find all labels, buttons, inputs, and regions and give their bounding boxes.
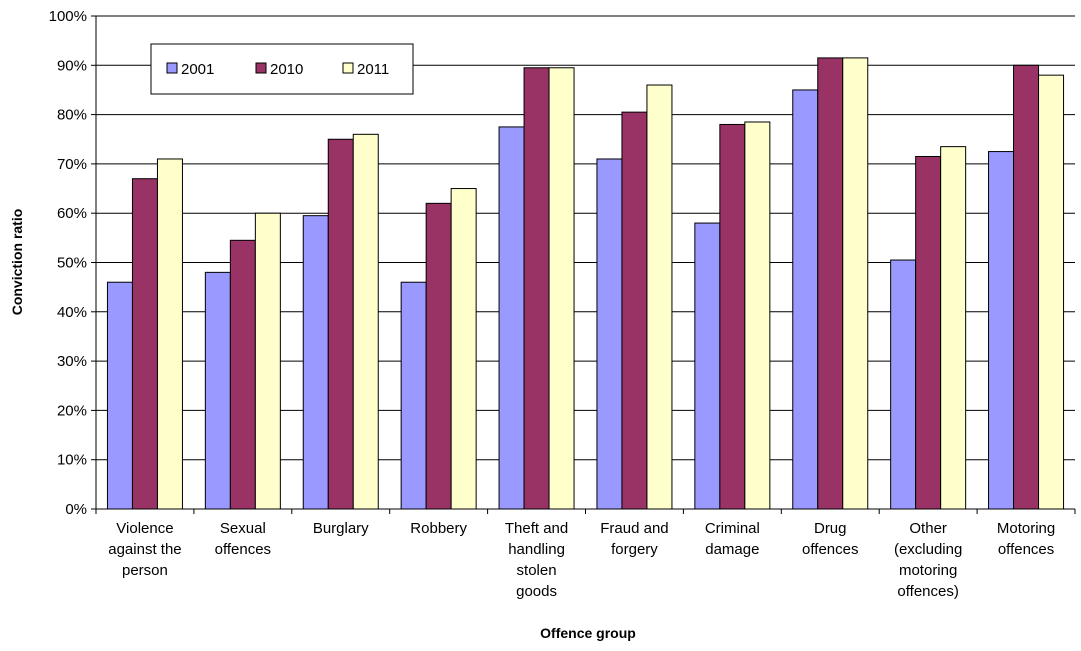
x-category-label-line: offences [802,541,858,558]
x-category-label-line: goods [516,583,557,600]
labels: 0% 10% 20% 30% 40% 50% 60% 70% 80% 90% 100% Violenc… [49,8,1056,600]
bar-2001-4 [498,126,525,510]
axes [91,15,1076,514]
x-category-label: Criminal damage [705,520,760,558]
legend-label-2010: 2010 [270,61,303,78]
x-category-label-line: Burglary [313,520,369,537]
legend-label-2011: 2011 [357,61,389,78]
y-axis-title: Conviction ratio [9,209,25,316]
bar-2001-0 [106,281,133,510]
legend-swatch-2011 [342,62,354,74]
bar-2001-5 [596,158,623,510]
bar-2011-0 [156,158,183,510]
bar-2011-2 [352,133,379,510]
x-category-label-line: offences [998,541,1054,558]
y-tick-label: 100% [49,8,87,25]
bars [106,57,1065,510]
x-category-label-line: (excluding [894,541,962,558]
y-tick-label: 30% [57,353,87,370]
bar-2010-8 [915,156,942,510]
bar-2011-9 [1038,74,1065,510]
x-category-label-line: forgery [611,541,658,558]
x-category-label-line: against the [108,541,181,558]
bar-2011-6 [744,121,771,510]
x-category-label: Fraud and forgery [600,520,668,558]
bar-2010-4 [523,67,550,510]
x-category-label-line: Fraud and [600,520,668,537]
bar-2001-2 [302,215,329,510]
legend-swatch-2001 [166,62,178,74]
x-category-label: Other (excluding motoring offences) [894,520,962,600]
bar-2010-5 [621,111,648,510]
x-category-label-line: damage [705,541,759,558]
bar-2010-1 [229,239,256,510]
x-category-label-line: offences [215,541,271,558]
bar-2001-3 [400,281,427,510]
bar-2010-3 [425,202,452,510]
x-category-label-line: handling [508,541,565,558]
x-category-label-line: Violence [116,520,173,537]
x-category-label: Violence against the person [108,520,181,579]
y-tick-label: 70% [57,156,87,173]
x-category-label: Drug offences [802,520,858,558]
x-category-label-line: offences) [897,583,958,600]
y-tick-label: 60% [57,205,87,222]
bar-2001-7 [792,89,819,510]
bar-2011-3 [450,188,477,510]
bar-2010-6 [719,123,746,510]
y-tick-label: 20% [57,402,87,419]
bar-2011-8 [940,146,967,510]
y-tick-label: 0% [65,501,87,518]
y-tick-label: 90% [57,57,87,74]
bar-2011-5 [646,84,673,510]
x-category-label: Theft and handling stolen goods [505,520,568,600]
bar-2010-9 [1013,64,1040,510]
x-category-label-line: stolen [517,562,557,579]
legend-swatch-2010 [255,62,267,74]
x-category-label-line: motoring [899,562,957,579]
x-category-label-line: Sexual [220,520,266,537]
y-tick-label: 80% [57,107,87,124]
y-tick-label: 40% [57,304,87,321]
x-axis-title: Offence group [540,625,636,641]
x-category-label-line: Theft and [505,520,568,537]
legend-box [150,43,414,95]
x-category-label: Sexual offences [215,520,271,558]
y-tick-label: 50% [57,255,87,272]
bar-2001-6 [694,222,721,510]
x-category-label-line: Drug [814,520,847,537]
bar-2011-7 [842,57,869,510]
x-category-label-line: Criminal [705,520,760,537]
bar-2001-1 [204,271,231,510]
legend: 2001 2010 2011 [150,43,414,95]
bar-2010-0 [131,178,158,510]
x-category-label-line: Robbery [410,520,467,537]
y-tick-label: 10% [57,452,87,469]
bar-2010-7 [817,57,844,510]
bar-2011-1 [254,212,281,510]
bar-2010-2 [327,138,354,510]
x-category-label-line: person [122,562,168,579]
x-category-label: Burglary [313,520,369,537]
legend-label-2001: 2001 [181,61,214,78]
bar-2011-4 [548,67,575,510]
x-category-label: Robbery [410,520,467,537]
bar-2001-9 [988,151,1015,510]
x-category-label-line: Motoring [997,520,1055,537]
bar-2001-8 [890,259,917,510]
x-category-label: Motoring offences [997,520,1055,558]
x-category-label-line: Other [909,520,947,537]
